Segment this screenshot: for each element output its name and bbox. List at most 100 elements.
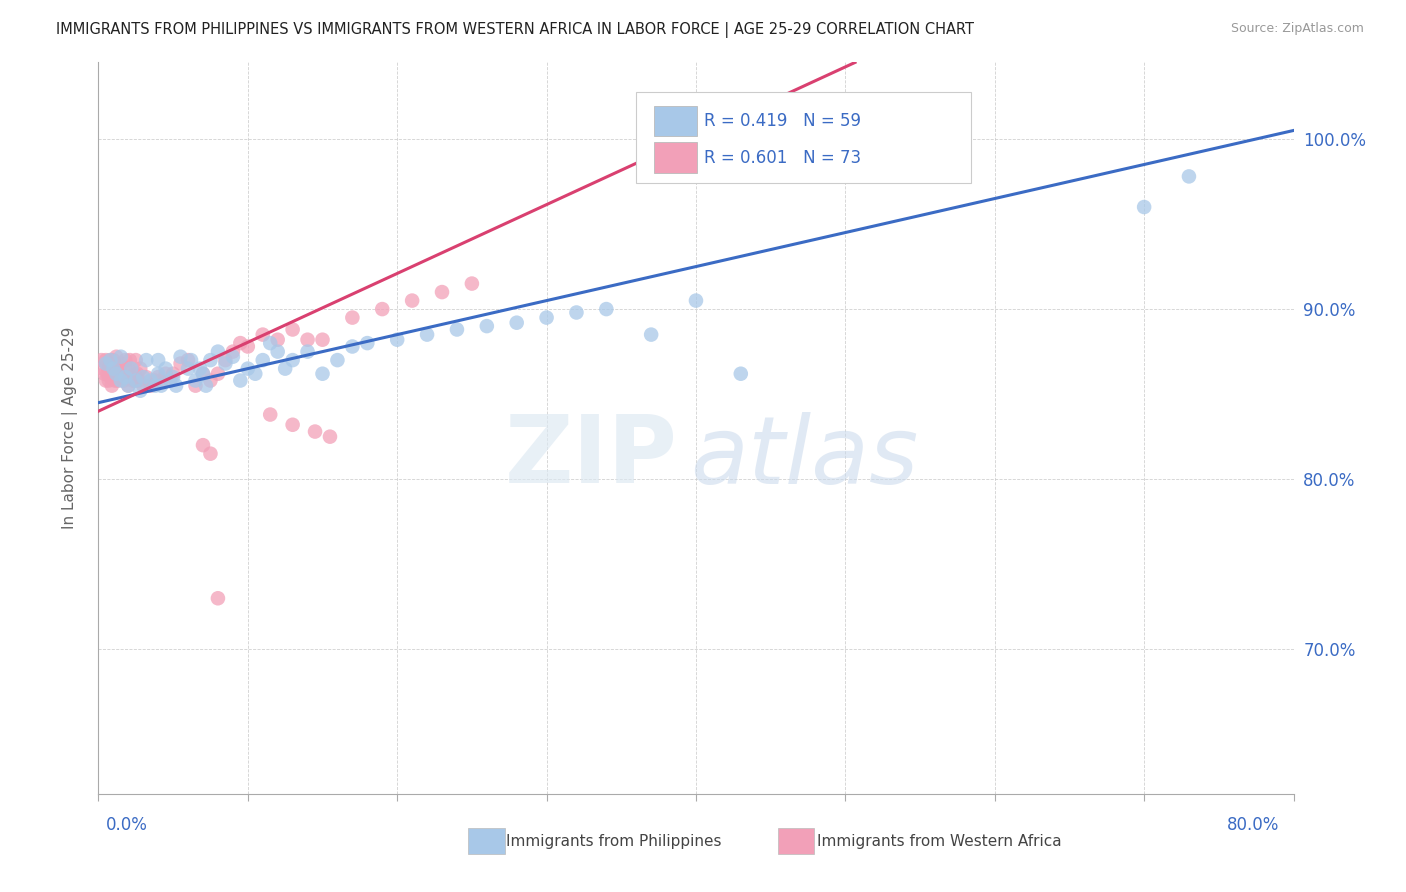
- Point: [143, 374, 166, 388]
- Point: [229, 374, 252, 388]
- Point: [342, 339, 364, 353]
- Point: [252, 353, 274, 368]
- Point: [177, 353, 200, 368]
- FancyBboxPatch shape: [654, 142, 697, 173]
- Point: [129, 361, 152, 376]
- Point: [162, 367, 184, 381]
- Point: [117, 378, 139, 392]
- Point: [356, 336, 378, 351]
- Point: [195, 378, 218, 392]
- Point: [139, 374, 162, 388]
- Point: [115, 370, 138, 384]
- Point: [371, 302, 394, 317]
- Point: [169, 357, 191, 371]
- Point: [107, 374, 129, 388]
- Point: [107, 361, 129, 376]
- Point: [155, 367, 177, 381]
- Point: [148, 367, 170, 381]
- Point: [730, 367, 752, 381]
- Point: [139, 378, 162, 392]
- Point: [125, 353, 148, 368]
- Point: [191, 367, 214, 381]
- Point: [200, 447, 222, 461]
- Point: [110, 374, 132, 388]
- Point: [103, 353, 125, 368]
- Y-axis label: In Labor Force | Age 25-29: In Labor Force | Age 25-29: [62, 327, 77, 529]
- Point: [128, 374, 150, 388]
- Point: [685, 293, 707, 308]
- Point: [200, 374, 222, 388]
- Point: [236, 339, 259, 353]
- Point: [162, 370, 184, 384]
- Point: [114, 370, 136, 384]
- Text: 80.0%: 80.0%: [1227, 816, 1279, 834]
- FancyBboxPatch shape: [654, 105, 697, 136]
- Point: [326, 353, 349, 368]
- Text: Source: ZipAtlas.com: Source: ZipAtlas.com: [1230, 22, 1364, 36]
- Point: [108, 370, 131, 384]
- Point: [150, 374, 173, 388]
- Point: [311, 333, 333, 347]
- Point: [229, 336, 252, 351]
- Point: [103, 367, 125, 381]
- Text: R = 0.601   N = 73: R = 0.601 N = 73: [704, 149, 862, 167]
- Point: [506, 316, 529, 330]
- Point: [1133, 200, 1156, 214]
- Point: [1178, 169, 1201, 184]
- Point: [110, 357, 132, 371]
- Point: [207, 344, 229, 359]
- Point: [207, 367, 229, 381]
- Point: [114, 361, 136, 376]
- Point: [188, 361, 211, 376]
- Point: [124, 367, 146, 381]
- Point: [385, 333, 409, 347]
- Point: [259, 336, 281, 351]
- Point: [191, 367, 214, 381]
- Point: [132, 378, 155, 392]
- Point: [184, 374, 207, 388]
- Text: R = 0.419   N = 59: R = 0.419 N = 59: [704, 112, 862, 130]
- Point: [191, 438, 214, 452]
- Point: [120, 361, 142, 376]
- Point: [93, 367, 115, 381]
- Point: [304, 425, 326, 439]
- Point: [245, 367, 267, 381]
- Point: [297, 333, 319, 347]
- Text: IMMIGRANTS FROM PHILIPPINES VS IMMIGRANTS FROM WESTERN AFRICA IN LABOR FORCE | A: IMMIGRANTS FROM PHILIPPINES VS IMMIGRANT…: [56, 22, 974, 38]
- Point: [97, 361, 120, 376]
- Point: [446, 322, 468, 336]
- Point: [129, 384, 152, 398]
- Point: [416, 327, 439, 342]
- Point: [148, 353, 170, 368]
- Point: [120, 370, 142, 384]
- Point: [143, 378, 166, 392]
- Point: [222, 350, 245, 364]
- Point: [105, 361, 128, 376]
- Point: [214, 353, 236, 368]
- Point: [117, 361, 139, 376]
- Point: [180, 353, 202, 368]
- Point: [117, 378, 139, 392]
- Point: [97, 374, 120, 388]
- Point: [267, 333, 290, 347]
- Point: [565, 305, 588, 319]
- Point: [98, 370, 122, 384]
- Point: [184, 378, 207, 392]
- Point: [165, 378, 187, 392]
- Point: [274, 361, 297, 376]
- Point: [103, 361, 125, 376]
- Point: [135, 370, 157, 384]
- Text: ZIP: ZIP: [505, 411, 678, 503]
- Text: 0.0%: 0.0%: [105, 816, 148, 834]
- Point: [112, 374, 135, 388]
- Point: [281, 417, 304, 432]
- Text: Immigrants from Western Africa: Immigrants from Western Africa: [817, 834, 1062, 848]
- Point: [159, 374, 181, 388]
- Point: [155, 361, 177, 376]
- FancyBboxPatch shape: [637, 92, 972, 183]
- Point: [135, 353, 157, 368]
- Point: [105, 350, 128, 364]
- Point: [267, 344, 290, 359]
- Point: [430, 285, 453, 299]
- Point: [121, 374, 143, 388]
